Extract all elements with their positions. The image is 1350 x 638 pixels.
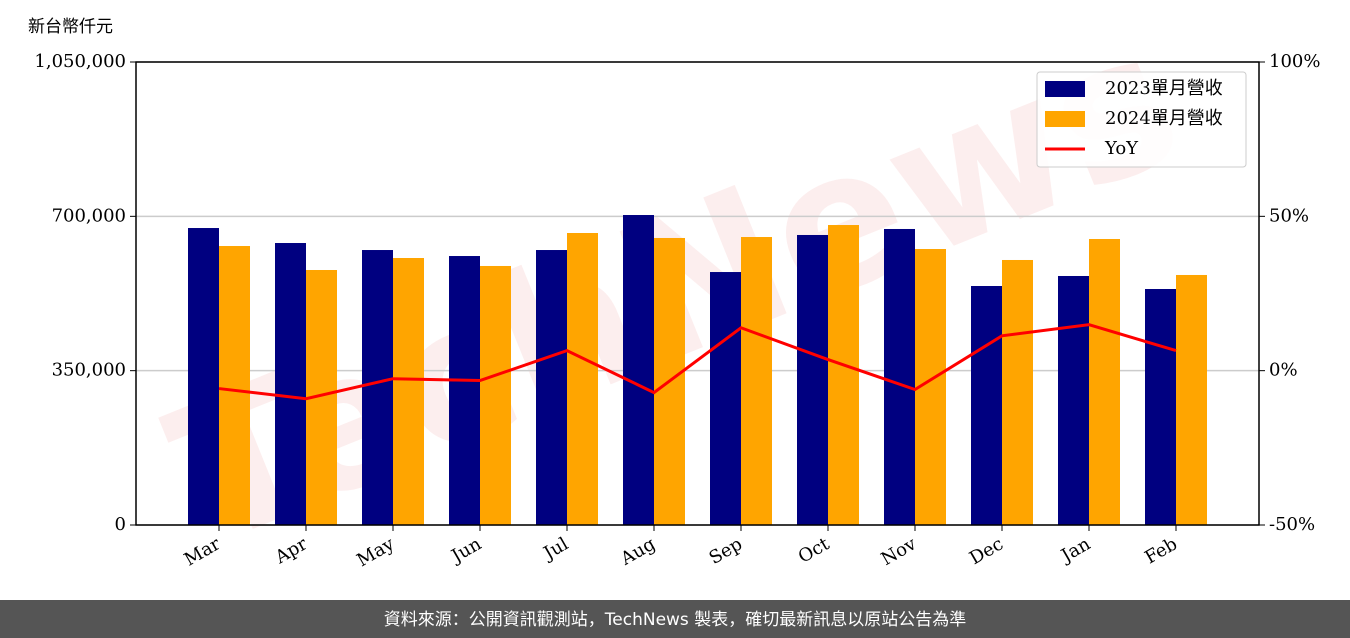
bar [884, 228, 915, 526]
bar [449, 256, 480, 525]
bar [393, 258, 424, 525]
x-tick-label: May [353, 533, 398, 571]
x-tick-label: Oct [795, 533, 834, 568]
bar [188, 228, 219, 526]
bar [536, 250, 567, 525]
legend-box [1036, 71, 1247, 168]
y2-tick-label: 50% [1269, 205, 1309, 226]
y2-tick-label: -50% [1269, 514, 1315, 535]
bar [1176, 274, 1207, 525]
bar [1002, 259, 1033, 525]
x-tick-label: Dec [966, 533, 1007, 569]
y2-tick-label: 0% [1269, 360, 1298, 381]
bar [1089, 238, 1120, 525]
line [218, 323, 1177, 401]
bar [971, 286, 1002, 525]
y-tick-label: 1,050,000 [34, 51, 126, 72]
y-tick-label: 700,000 [52, 205, 126, 226]
x-tick-label: Nov [878, 533, 921, 570]
x-tick-label: Jan [1056, 533, 1094, 567]
bar [219, 246, 250, 525]
bar [567, 233, 598, 525]
x-tick-label: Jul [538, 533, 572, 565]
legend-swatch [1045, 81, 1085, 97]
x-tick-label: Aug [616, 533, 659, 570]
y-axis-label: 新台幣仟元 [28, 17, 113, 37]
plot-frame [135, 61, 1260, 526]
bar [710, 272, 741, 525]
bar [623, 215, 654, 525]
bar [275, 243, 306, 525]
bar [741, 237, 772, 525]
x-tick-label: Feb [1141, 533, 1181, 568]
bar [480, 265, 511, 525]
y2-tick-label: 100% [1269, 51, 1320, 72]
footer-bar [0, 600, 1350, 638]
legend-label: 2024單月營收 [1105, 108, 1223, 129]
x-tick-label: Sep [706, 533, 746, 568]
footer-text: 資料來源：公開資訊觀測站，TechNews 製表，確切最新訊息以原站公告為準 [384, 610, 966, 630]
legend-swatch [1045, 111, 1085, 127]
x-tick-label: Jun [446, 533, 485, 568]
bar [362, 250, 393, 525]
legend-label: YoY [1104, 138, 1139, 159]
y-tick-label: 350,000 [52, 360, 126, 381]
bar [797, 234, 828, 525]
y-tick-label: 0 [115, 514, 126, 535]
bar [1058, 275, 1089, 525]
bar [828, 225, 859, 526]
legend-label: 2023單月營收 [1105, 78, 1223, 99]
bar [1145, 289, 1176, 525]
